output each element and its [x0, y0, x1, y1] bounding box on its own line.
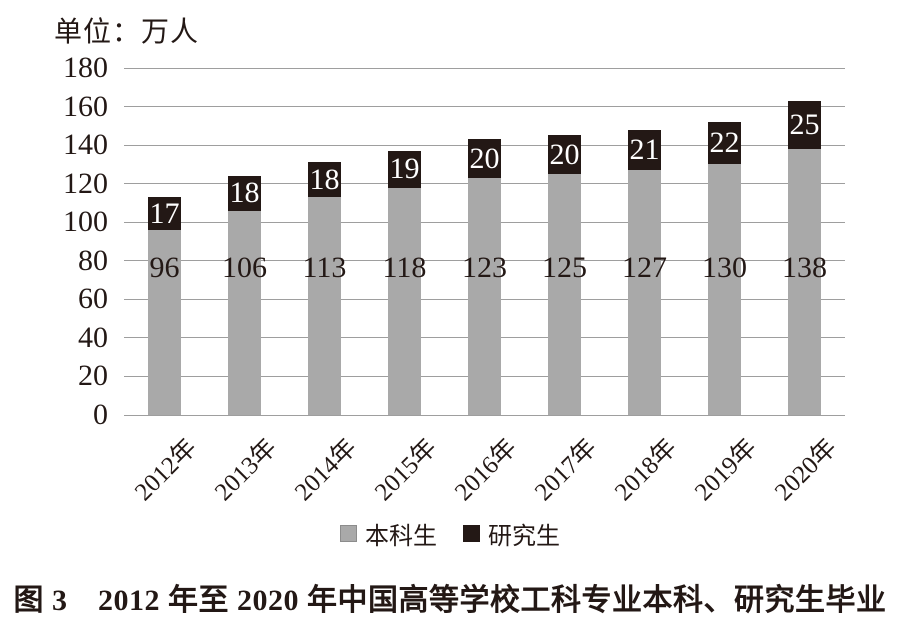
bar-segment-grad [388, 150, 421, 188]
bar-value-label-grad: 19 [389, 152, 420, 186]
x-tick-label-text: 2020年 [770, 433, 843, 507]
y-tick-label: 100 [63, 205, 108, 239]
x-tick-label: 2016年 [423, 429, 522, 506]
figure-caption: 图 3 2012 年至 2020 年中国高等学校工科专业本科、研究生毕业生数 [13, 584, 887, 617]
y-tick-label: 180 [63, 51, 108, 84]
bar-segment-undergrad [148, 229, 181, 415]
bar-value-label-grad: 18 [309, 162, 340, 196]
bar-segment-undergrad [388, 187, 421, 415]
bar-segment-undergrad [468, 177, 501, 415]
y-tick-label: 60 [78, 282, 108, 316]
bar-value-label-undergrad: 96 [149, 251, 180, 284]
x-tick-label: 2019年 [663, 429, 762, 506]
bar-segment-grad [708, 121, 741, 165]
gridline [124, 414, 845, 416]
bar-value-label-undergrad: 113 [302, 251, 347, 284]
legend: 本科生 研究生 [0, 516, 900, 551]
legend-label: 本科生 [365, 524, 437, 550]
bar-segment-undergrad [708, 164, 741, 415]
y-tick-label: 20 [78, 359, 108, 393]
bar-segment-grad [228, 175, 261, 211]
y-tick-label: 120 [63, 166, 108, 200]
bar-value-label-grad: 18 [229, 176, 260, 210]
y-axis-unit-label: 单位：万人 [54, 17, 200, 48]
bar-value-label-undergrad: 106 [222, 251, 267, 284]
bar-segment-grad [468, 139, 501, 178]
legend-item-undergrad: 本科生 [340, 516, 437, 551]
bar-segment-grad [788, 100, 821, 149]
y-tick-label: 40 [78, 320, 108, 354]
bar-value-label-grad: 25 [789, 107, 820, 141]
x-tick-label: 2012年 [103, 429, 202, 506]
bar-value-label-undergrad: 123 [462, 251, 507, 284]
bar-value-label-grad: 20 [469, 141, 500, 175]
x-tick-label: 2015年 [343, 429, 442, 506]
x-tick-label: 2014年 [263, 429, 362, 506]
bar-value-label-undergrad: 138 [782, 251, 827, 284]
bar-value-label-grad: 17 [149, 196, 180, 230]
bar-value-label-undergrad: 127 [622, 251, 667, 284]
bar-segment-undergrad [308, 197, 341, 415]
y-tick-label: 160 [63, 89, 108, 123]
x-tick-label: 2018年 [583, 429, 682, 506]
bar-value-label-grad: 22 [709, 126, 740, 160]
bar-value-label-grad: 20 [549, 137, 580, 171]
legend-swatch-grad-icon [463, 525, 480, 542]
x-tick-label: 2017年 [503, 429, 602, 506]
gridline [124, 106, 845, 108]
bar-segment-undergrad [628, 170, 661, 415]
bar-segment-grad [548, 135, 581, 175]
bar-value-label-undergrad: 118 [382, 251, 427, 284]
y-tick-label: 80 [78, 243, 108, 277]
bar-value-label-grad: 21 [629, 132, 660, 166]
gridline [124, 67, 845, 69]
y-tick-label: 140 [63, 128, 108, 162]
bar-segment-grad [148, 197, 181, 230]
legend-label: 研究生 [488, 524, 560, 550]
y-tick-label: 0 [93, 398, 108, 431]
legend-item-grad: 研究生 [463, 516, 560, 551]
bar-value-label-undergrad: 125 [542, 251, 587, 284]
bar-value-label-undergrad: 130 [702, 251, 747, 284]
bar-segment-undergrad [788, 148, 821, 415]
legend-swatch-undergrad-icon [340, 525, 357, 542]
bar-segment-undergrad [548, 174, 581, 415]
bar-segment-undergrad [228, 210, 261, 415]
x-tick-label: 2013年 [183, 429, 282, 506]
x-tick-label: 2020年 [743, 429, 842, 506]
bar-segment-grad [628, 129, 661, 171]
bar-segment-grad [308, 162, 341, 198]
